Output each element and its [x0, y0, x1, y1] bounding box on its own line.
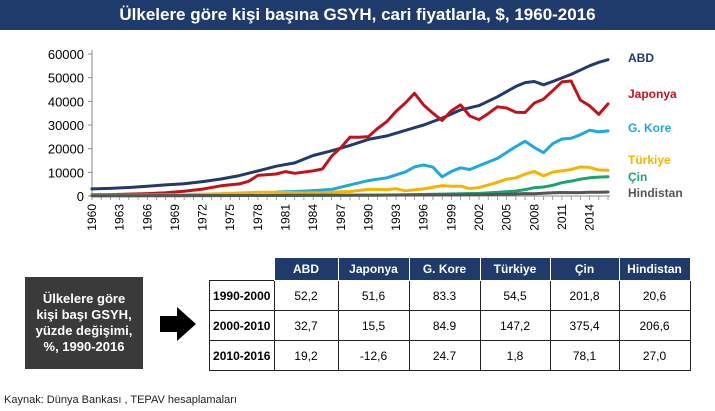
table-cell: 1,8	[479, 340, 551, 371]
table-cell: -12,6	[337, 340, 410, 371]
table-cell: 19,2	[273, 340, 339, 371]
source-note: Kaynak: Dünya Bankası , TEPAV hesaplamal…	[4, 394, 237, 406]
x-tick-label: 2002	[472, 204, 486, 231]
y-tick-label: 40000	[48, 94, 84, 109]
table-row-period: 1990-2000	[209, 280, 275, 311]
y-tick-label: 30000	[48, 118, 84, 133]
series-line-g-kore	[274, 128, 610, 194]
table-cell: 83.3	[408, 280, 481, 311]
table-cell: 206,6	[618, 310, 691, 341]
legend-label: Türkiye	[628, 153, 671, 167]
table-cell: 375,4	[549, 310, 620, 341]
series-line-japonya	[90, 79, 610, 197]
table-header: G. Kore	[408, 257, 481, 281]
table-header: Hindistan	[618, 257, 691, 281]
x-tick-label: 2014	[583, 204, 597, 231]
table-cell: 51,6	[337, 280, 410, 311]
table-cell: 27,0	[618, 340, 691, 371]
chart-legend: ABD Japonya G. Kore Türkiye Çin Hindistan	[628, 51, 683, 200]
chart-series	[90, 58, 610, 198]
table-cell: 52,2	[273, 280, 339, 311]
table-row: 2000-2010 32,7 15,5 84.9 147,2 375,4 206…	[209, 310, 691, 341]
y-tick-label: 60000	[48, 47, 84, 62]
chart-axes: 0 10000 20000 30000 40000 50000 60000 1960 1963 1…	[48, 47, 610, 231]
table-corner	[209, 257, 274, 281]
title-bar: Ülkelere göre kişi başına GSYH, cari fiy…	[0, 0, 715, 30]
table-row: 2010-2016 19,2 -12,6 24.7 1,8 78,1 27,0	[209, 340, 691, 371]
y-tick-label: 50000	[48, 71, 84, 86]
table-description: Ülkelere göre kişi başı GSYH, yüzde deği…	[25, 277, 143, 369]
y-tick-label: 0	[77, 189, 84, 204]
table-cell: 54,5	[479, 280, 551, 311]
legend-label: Japonya	[628, 87, 677, 101]
table-row: 1990-2000 52,2 51,6 83.3 54,5 201,8 20,6	[209, 280, 691, 311]
x-tick-label: 1999	[444, 204, 458, 231]
table-cell: 20,6	[618, 280, 691, 311]
x-tick-label: 1996	[417, 204, 431, 231]
table-cell: 15,5	[337, 310, 410, 341]
x-tick-label: 1960	[85, 204, 99, 231]
table-cell: 32,7	[273, 310, 339, 341]
growth-table: ABD Japonya G. Kore Türkiye Çin Hindista…	[209, 257, 691, 371]
x-tick-label: 1969	[168, 204, 182, 231]
x-tick-label: 2008	[527, 204, 541, 231]
table-row-period: 2000-2010	[209, 310, 275, 341]
x-tick-label: 1990	[361, 204, 375, 231]
arrow-right-icon	[160, 307, 196, 341]
x-tick-label: 1966	[140, 204, 154, 231]
series-line-abd	[90, 58, 610, 191]
table-header-row: ABD Japonya G. Kore Türkiye Çin Hindista…	[209, 257, 691, 281]
x-tick-label: 1978	[251, 204, 265, 231]
x-tick-label: 1993	[389, 204, 403, 231]
table-cell: 147,2	[479, 310, 551, 341]
table-header: ABD	[273, 257, 339, 281]
x-tick-label: 1984	[306, 204, 320, 231]
x-tick-label: 2005	[500, 204, 514, 231]
legend-label: Çin	[628, 170, 647, 184]
x-tick-label: 1975	[223, 204, 237, 231]
table-header: Japonya	[337, 257, 410, 281]
x-tick-label: 1972	[196, 204, 210, 231]
table-cell: 78,1	[549, 340, 620, 371]
x-tick-label: 1963	[113, 204, 127, 231]
x-tick-label: 1987	[334, 204, 348, 231]
legend-label: Hindistan	[628, 186, 683, 200]
y-tick-label: 20000	[48, 142, 84, 157]
table-header: Çin	[549, 257, 620, 281]
x-tick-label: 2011	[555, 204, 569, 230]
x-tick-label: 1981	[279, 204, 293, 231]
table-row-period: 2010-2016	[209, 340, 275, 371]
legend-label: G. Kore	[628, 121, 672, 135]
page-title: Ülkelere göre kişi başına GSYH, cari fiy…	[119, 5, 596, 24]
series-line-hindistan	[90, 190, 610, 198]
table-cell: 24.7	[408, 340, 481, 371]
legend-label: ABD	[628, 51, 654, 65]
table-cell: 84.9	[408, 310, 481, 341]
line-chart: 0 10000 20000 30000 40000 50000 60000 1960 1963 1…	[48, 47, 683, 231]
table-header: Türkiye	[479, 257, 551, 281]
y-tick-label: 10000	[48, 165, 84, 180]
series-line-t-rkiye	[90, 165, 610, 197]
table-cell: 201,8	[549, 280, 620, 311]
